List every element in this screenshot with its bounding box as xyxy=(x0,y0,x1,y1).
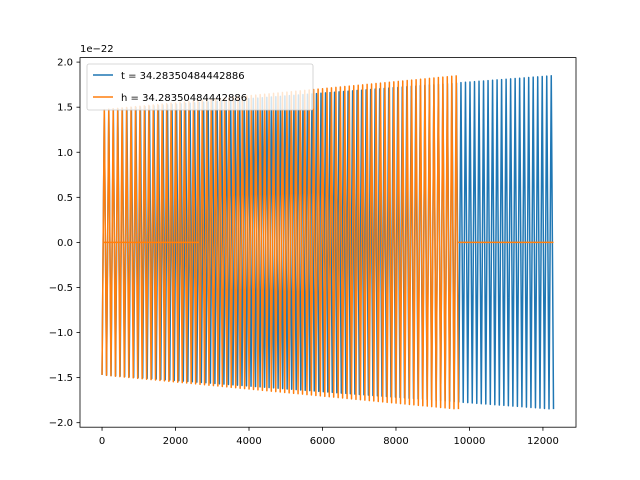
y-tick-label: −1.5 xyxy=(49,373,73,384)
x-tick-label: 12000 xyxy=(527,436,559,447)
legend-label-t: t = 34.28350484442886 xyxy=(121,71,245,82)
series-line-t xyxy=(101,75,555,410)
y-tick-label: 1.5 xyxy=(57,103,73,114)
x-tick-label: 6000 xyxy=(310,436,335,447)
y-tick-label: −1.0 xyxy=(49,328,73,339)
legend-label-h: h = 34.28350484442886 xyxy=(121,93,247,104)
y-offset-label: 1e−22 xyxy=(80,44,114,55)
x-tick-label: 4000 xyxy=(236,436,261,447)
legend-box xyxy=(86,63,314,111)
x-tick-label: 10000 xyxy=(454,436,486,447)
legend: t = 34.28350484442886 h = 34.28350484442… xyxy=(86,63,314,111)
y-axis: −2.0 −1.5 −1.0 −0.5 0.0 0.5 1.0 1.5 2.0 xyxy=(49,58,80,429)
y-tick-label: 2.0 xyxy=(57,58,73,69)
y-tick-label: 1.0 xyxy=(57,148,73,159)
series-line-h xyxy=(101,75,460,410)
y-tick-label: 0.0 xyxy=(57,238,73,249)
y-tick-label: −2.0 xyxy=(49,418,73,429)
x-tick-label: 2000 xyxy=(163,436,188,447)
series-layer xyxy=(101,75,555,410)
x-tick-label: 8000 xyxy=(383,436,408,447)
y-tick-label: −0.5 xyxy=(49,283,73,294)
x-axis: 0 2000 4000 6000 8000 10000 12000 xyxy=(99,427,559,447)
x-tick-label: 0 xyxy=(99,436,105,447)
y-tick-label: 0.5 xyxy=(57,193,73,204)
